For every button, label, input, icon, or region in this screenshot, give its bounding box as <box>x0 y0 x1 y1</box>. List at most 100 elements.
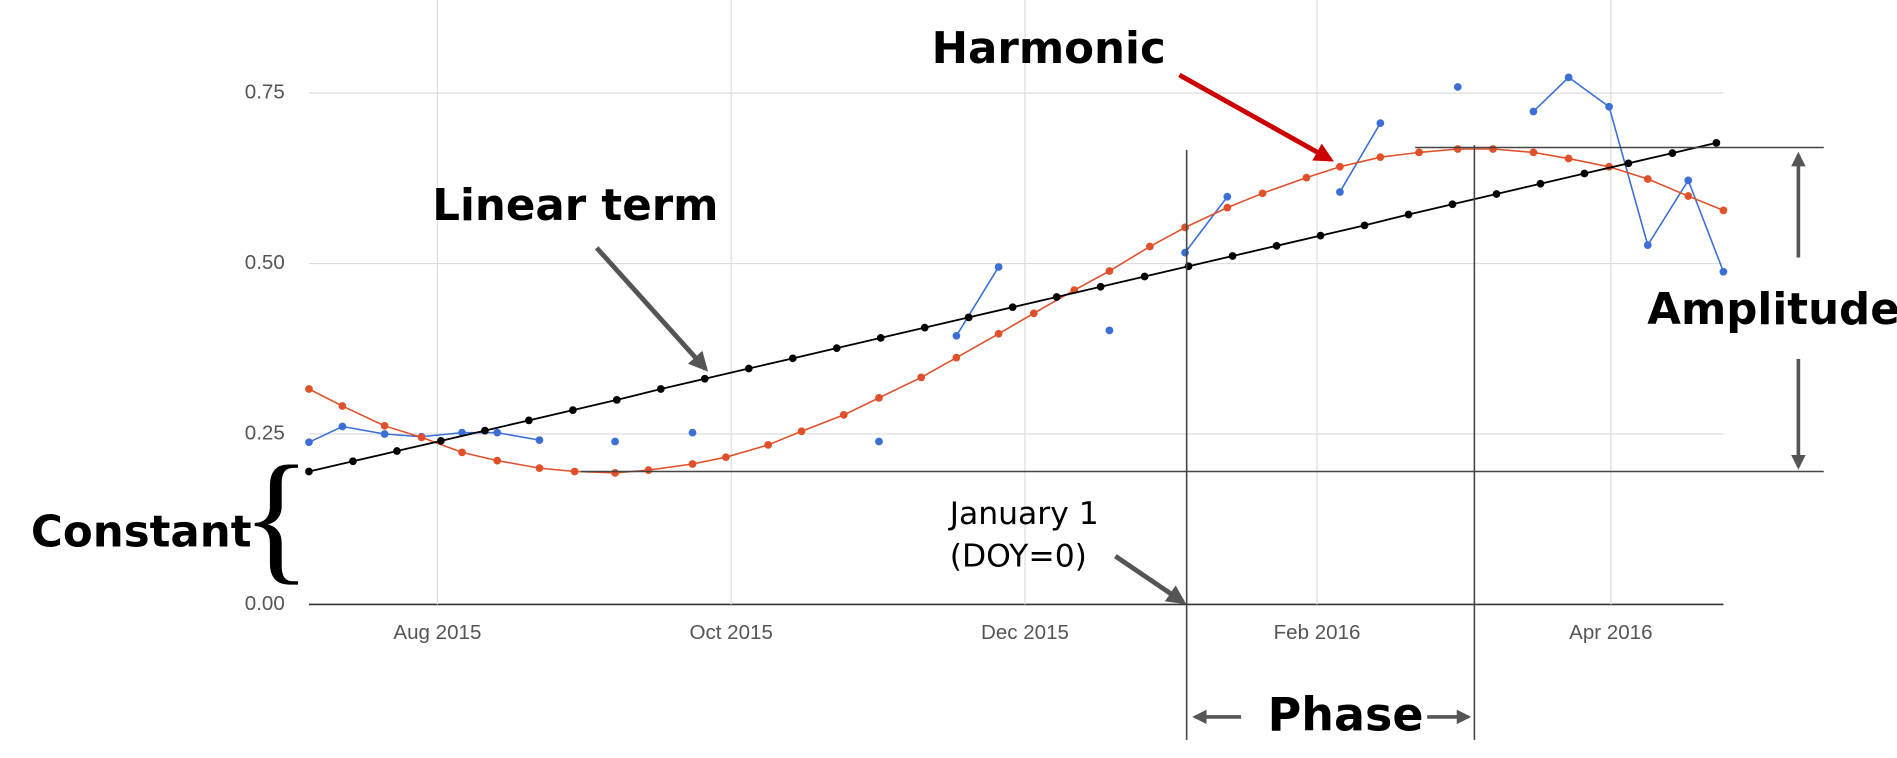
point <box>1448 200 1457 209</box>
guides <box>580 145 1824 740</box>
point <box>797 427 806 436</box>
point <box>1105 326 1114 335</box>
point <box>1140 272 1149 281</box>
annotation: Constant <box>31 507 252 557</box>
point <box>1536 179 1545 188</box>
x-tick-label: Aug 2015 <box>393 621 481 644</box>
point <box>570 467 579 476</box>
point <box>1684 176 1693 185</box>
point <box>525 416 533 425</box>
point <box>417 433 426 442</box>
point <box>338 422 347 431</box>
point <box>1360 221 1369 230</box>
point <box>952 353 961 362</box>
point <box>1415 148 1423 157</box>
point <box>722 453 730 462</box>
point <box>1052 293 1061 301</box>
point <box>875 394 883 402</box>
point <box>1223 203 1232 212</box>
annotation: (DOY=0) <box>950 538 1087 574</box>
point <box>688 460 697 468</box>
point <box>875 437 883 446</box>
x-tick-label: Apr 2016 <box>1569 621 1652 644</box>
point <box>994 329 1003 338</box>
point <box>1404 210 1413 219</box>
point <box>1302 173 1311 182</box>
point <box>1529 107 1538 116</box>
point <box>535 464 544 472</box>
y-tick-label: 0.25 <box>245 421 285 444</box>
point <box>305 385 313 393</box>
point <box>1668 149 1677 157</box>
point <box>1146 242 1154 251</box>
point <box>688 428 697 437</box>
y-tick-label: 0.00 <box>245 592 285 615</box>
point <box>744 364 753 373</box>
point <box>1684 192 1693 200</box>
point <box>493 428 502 437</box>
point <box>349 457 357 466</box>
point <box>1453 145 1462 153</box>
point <box>1719 206 1728 215</box>
point <box>700 374 709 383</box>
point <box>1489 145 1497 153</box>
point <box>458 448 466 457</box>
x-tick-label: Feb 2016 <box>1274 621 1361 644</box>
point <box>1529 148 1538 157</box>
annotation: January 1 <box>948 496 1099 532</box>
point <box>493 456 502 465</box>
point <box>1272 241 1281 250</box>
point <box>393 447 401 455</box>
point <box>305 438 313 447</box>
point <box>1029 309 1038 318</box>
point <box>656 385 665 393</box>
point <box>1223 192 1232 201</box>
point <box>611 469 619 477</box>
point <box>1453 83 1462 91</box>
point <box>1492 190 1501 198</box>
point <box>1181 248 1189 257</box>
point <box>305 467 313 476</box>
point <box>1336 162 1344 171</box>
point <box>1008 303 1017 312</box>
point <box>994 263 1003 271</box>
point <box>568 406 577 415</box>
point <box>839 411 848 419</box>
plot <box>305 73 1728 477</box>
point <box>1336 188 1344 196</box>
point <box>1643 175 1652 183</box>
point <box>1316 231 1325 240</box>
point <box>1258 189 1267 198</box>
point <box>644 466 653 475</box>
point <box>380 430 389 438</box>
point <box>1643 241 1652 250</box>
series-line <box>308 76 1725 443</box>
point <box>1712 138 1721 147</box>
point <box>952 331 961 340</box>
point <box>1376 153 1385 162</box>
point <box>1719 267 1728 276</box>
annotation: Linear term <box>432 181 718 231</box>
annotation: Harmonic <box>932 24 1166 74</box>
point <box>1564 73 1573 82</box>
point <box>764 441 773 449</box>
grid: 0.00 0.25 0.50 0.75 Aug 2015 Oct 2015 Dec 2015… <box>245 0 1724 644</box>
point <box>1096 282 1105 291</box>
point <box>481 426 489 435</box>
point <box>1564 154 1573 163</box>
y-tick-label: 0.75 <box>245 81 285 104</box>
point <box>964 313 973 322</box>
point <box>1181 223 1189 232</box>
series-line <box>308 148 1724 474</box>
annotation: Amplitude <box>1647 285 1897 335</box>
x-tick-label: Oct 2015 <box>690 621 773 644</box>
point <box>876 333 885 342</box>
point <box>1580 169 1589 178</box>
point <box>338 402 347 410</box>
point <box>612 396 621 404</box>
point <box>1376 119 1385 127</box>
point <box>380 421 389 430</box>
point <box>611 437 619 446</box>
